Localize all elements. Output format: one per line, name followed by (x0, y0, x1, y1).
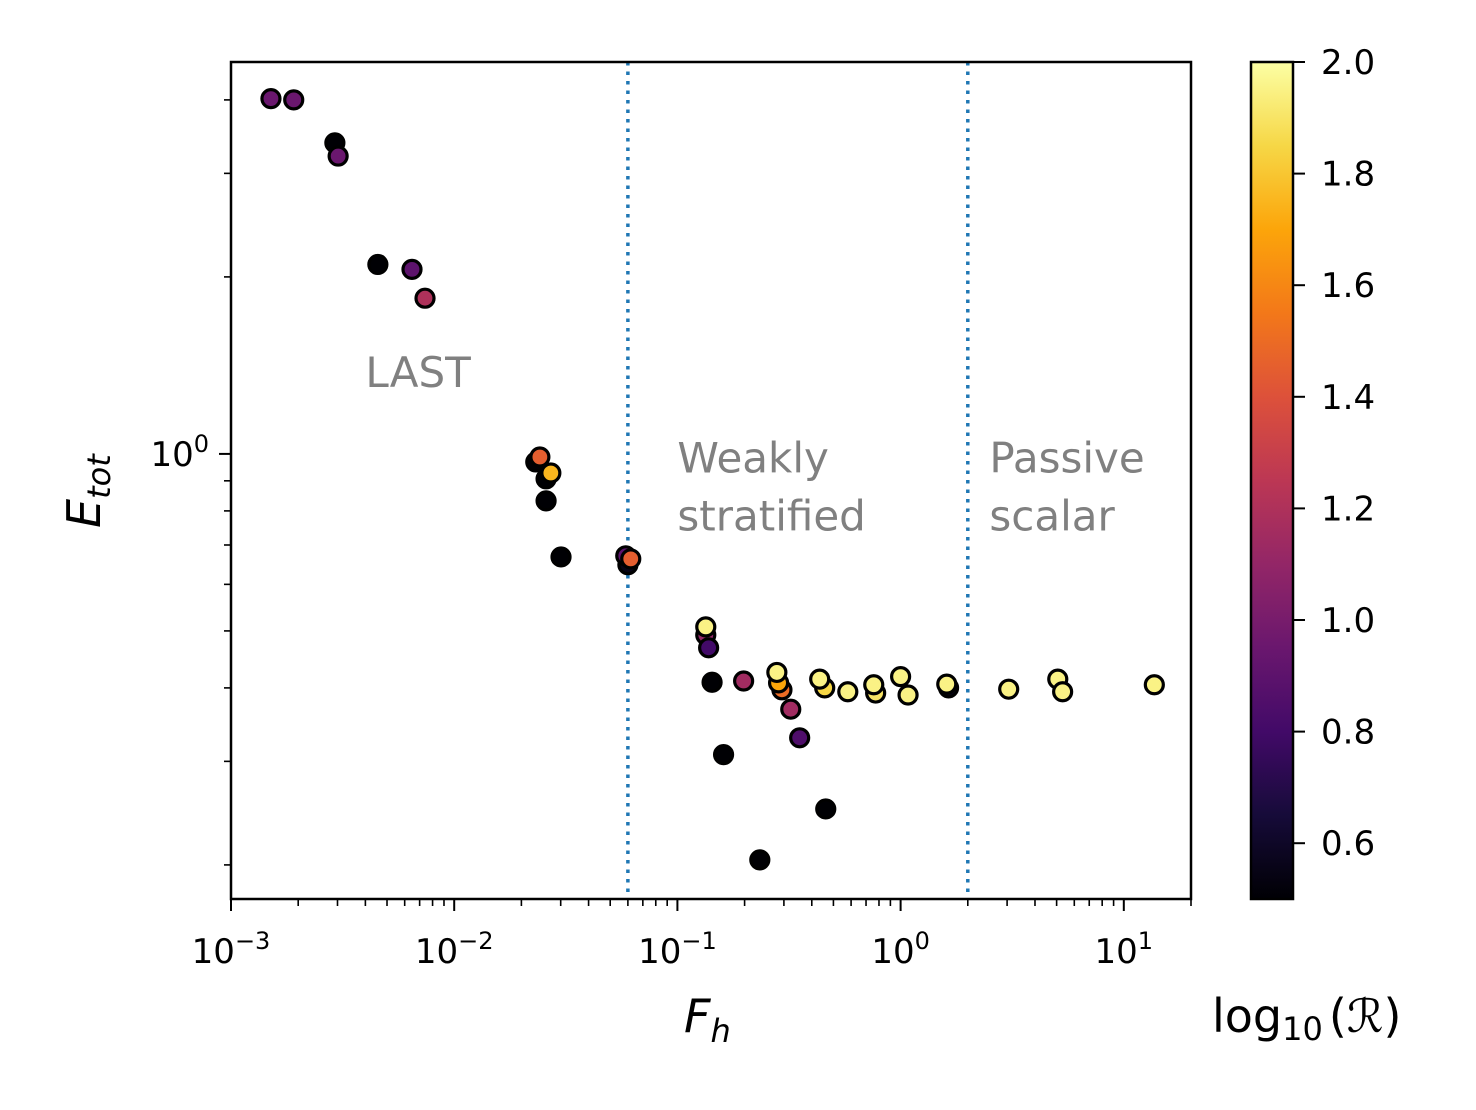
y-tick-exp: 0 (194, 430, 209, 458)
x-tick-exp: 0 (915, 927, 930, 955)
colorbar-tick-label: 1.0 (1321, 601, 1375, 641)
x-tick-label: 10−2 (415, 927, 494, 972)
x-tick-exp: −2 (458, 927, 493, 955)
colorbar-gradient (1249, 60, 1295, 901)
regime-boundaries (626, 62, 970, 899)
annotation-passive-scalar: Passive scalar (989, 433, 1144, 540)
annotations: LAST Weakly stratified Passive scalar (365, 348, 1144, 541)
data-point (749, 849, 771, 871)
x-tick-base: 10 (192, 932, 235, 972)
y-axis-label-main: E (57, 499, 111, 528)
data-point (998, 678, 1020, 700)
annotation-line: stratified (677, 491, 865, 540)
data-point (766, 661, 788, 684)
colorbar-tick-label: 1.6 (1321, 266, 1375, 306)
data-point (936, 673, 958, 695)
annotation-weakly-stratified: Weakly stratified (677, 433, 865, 540)
data-point (809, 668, 831, 690)
data-point (890, 666, 912, 688)
data-points (260, 88, 1165, 871)
x-tick-label: 101 (1095, 927, 1154, 972)
plot-frame (229, 60, 1193, 901)
data-point (260, 88, 282, 110)
data-point (550, 546, 572, 568)
x-tick-label: 10−1 (638, 927, 717, 972)
x-tick-label: 100 (871, 927, 930, 972)
annotation-line: scalar (989, 491, 1115, 540)
data-point (698, 637, 720, 659)
x-tick-base: 10 (638, 932, 681, 972)
x-tick-exp: −3 (235, 927, 270, 955)
data-point (367, 253, 389, 276)
x-tick-base: 10 (871, 932, 914, 972)
data-point (712, 744, 735, 766)
annotation-last: LAST (365, 348, 471, 397)
y-tick-label: 100 (150, 430, 209, 475)
data-point (780, 698, 802, 720)
x-axis-label-sub: h (710, 1012, 730, 1050)
x-tick-base: 10 (1095, 932, 1138, 972)
data-point (283, 89, 305, 111)
data-point (897, 684, 919, 706)
colorbar-tick-label: 1.4 (1321, 378, 1375, 418)
x-axis-label: Fh (684, 989, 731, 1050)
plot-area (231, 62, 1191, 899)
colorbar-label-sub: 10 (1282, 1010, 1323, 1048)
colorbar-tick-label: 1.8 (1321, 155, 1375, 195)
x-tick-label: 10−3 (192, 927, 271, 972)
colorbar-tick-label: 1.2 (1321, 489, 1375, 529)
data-point (414, 287, 436, 309)
data-point (529, 446, 551, 468)
data-point (701, 671, 723, 693)
colorbar-label-main: log (1212, 989, 1282, 1043)
data-point (863, 674, 885, 696)
annotation-line: LAST (365, 348, 471, 397)
colorbar-label: log10 (ℛ) (1212, 989, 1401, 1048)
data-point (695, 616, 717, 638)
colorbar: 0.6 0.8 1.0 1.2 1.4 1.6 1.8 2.0 log10 (ℛ) (1212, 43, 1401, 1048)
annotation-line: Passive (989, 433, 1144, 482)
colorbar-tick-label: 2.0 (1321, 43, 1375, 83)
data-point (789, 727, 811, 749)
y-tick-base: 10 (150, 435, 193, 475)
data-point (540, 462, 562, 484)
y-axis-label: Etot (57, 453, 118, 528)
data-point (327, 145, 349, 167)
colorbar-label-arg: (ℛ) (1329, 989, 1402, 1043)
x-tick-base: 10 (415, 932, 458, 972)
x-axis-label-main: F (684, 989, 711, 1043)
y-axis-label-sub: tot (80, 453, 118, 499)
data-point (535, 490, 557, 512)
data-point (1143, 674, 1165, 696)
data-point (620, 548, 642, 570)
x-tick-exp: −1 (681, 927, 716, 955)
data-point (1052, 681, 1074, 703)
colorbar-tick-label: 0.6 (1321, 824, 1375, 864)
x-tick-exp: 1 (1138, 927, 1153, 955)
data-point (837, 681, 859, 703)
data-point (733, 670, 755, 692)
annotation-line: Weakly (677, 433, 829, 482)
data-point (815, 798, 837, 820)
data-point (401, 258, 423, 280)
colorbar-ticks: 0.6 0.8 1.0 1.2 1.4 1.6 1.8 2.0 (1293, 43, 1375, 864)
colorbar-tick-label: 0.8 (1321, 713, 1375, 753)
